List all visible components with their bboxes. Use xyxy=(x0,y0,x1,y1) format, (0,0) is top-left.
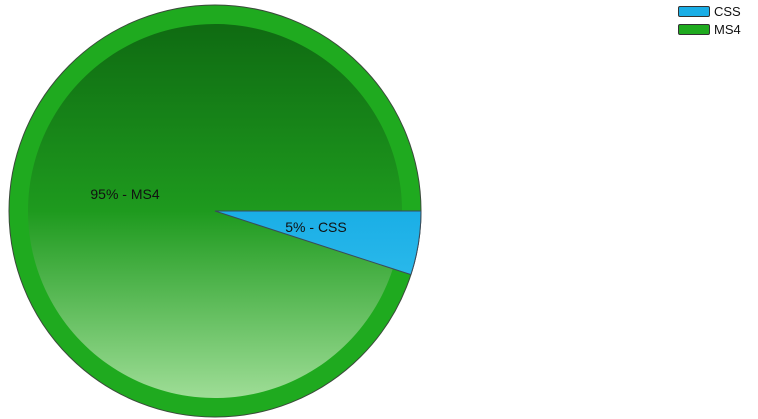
pie-slice-css xyxy=(214,210,422,276)
legend-item-css: CSS xyxy=(678,2,741,20)
legend-label-ms4: MS4 xyxy=(714,21,741,37)
legend-swatch-css xyxy=(678,5,710,17)
legend-label-css: CSS xyxy=(714,3,741,19)
legend-item-ms4: MS4 xyxy=(678,20,741,38)
pie-labels: 95% - MS4 5% - CSS xyxy=(90,186,346,235)
legend-swatch-ms4 xyxy=(678,23,710,35)
pie-slices xyxy=(8,4,422,418)
legend: CSS MS4 xyxy=(678,2,741,38)
pie-label-ms4: 95% - MS4 xyxy=(90,186,159,202)
pie-label-css: 5% - CSS xyxy=(285,219,346,235)
